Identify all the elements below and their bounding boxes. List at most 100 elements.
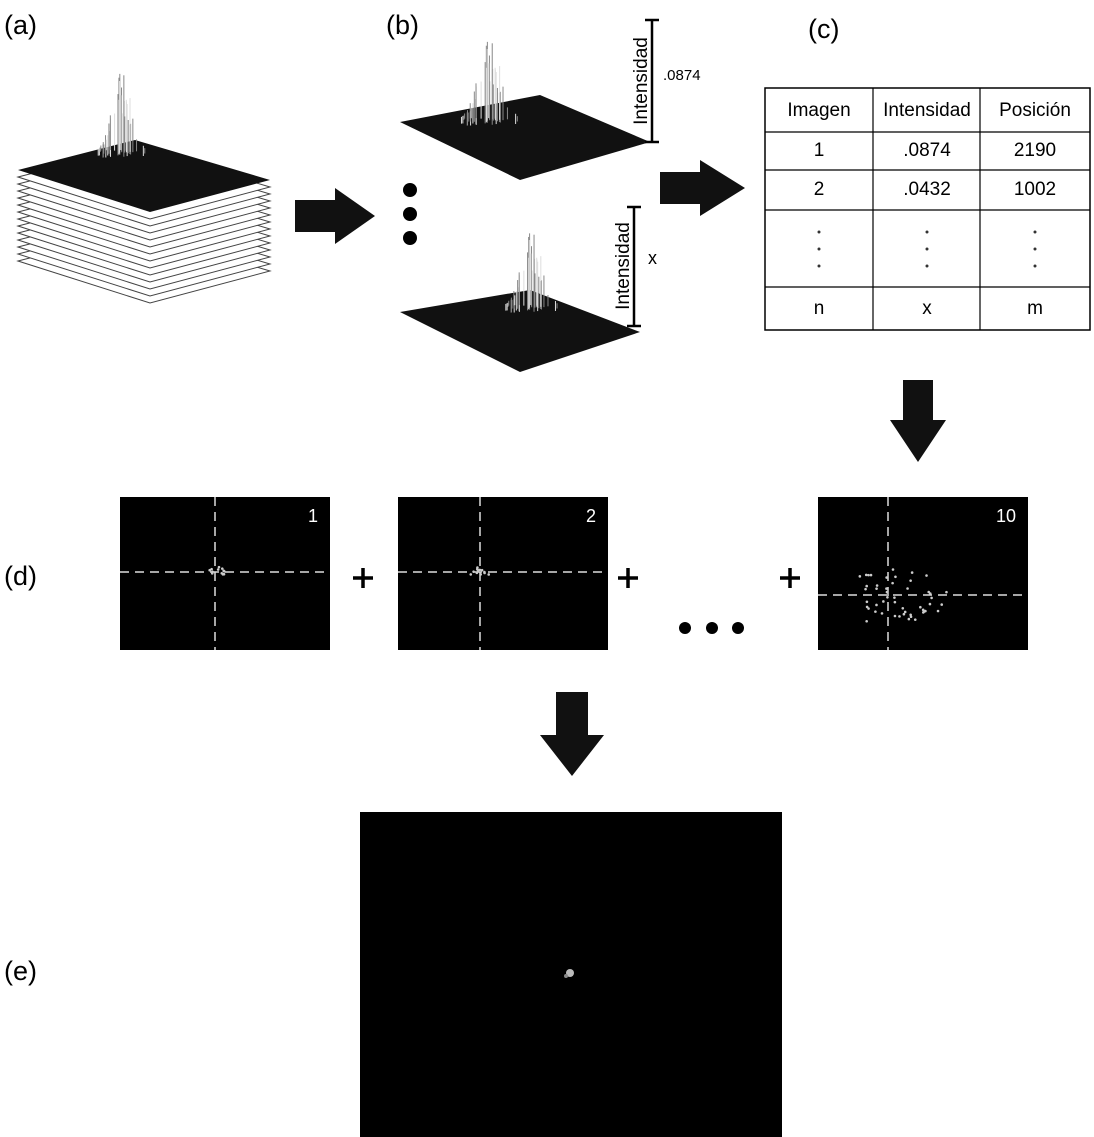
speckle xyxy=(885,576,888,579)
dot xyxy=(679,622,691,634)
speckle xyxy=(886,596,889,599)
arrow xyxy=(540,692,604,776)
table-cell: 2 xyxy=(814,179,825,200)
table-cell: 1 xyxy=(814,140,825,161)
speckle xyxy=(866,601,869,604)
speckle xyxy=(472,570,475,573)
dot xyxy=(403,231,417,245)
table: Imagen Intensidad Posición 1 .0874 2190 2 .0432… xyxy=(765,88,1090,330)
speckle xyxy=(865,574,868,577)
speckle xyxy=(901,607,904,610)
plane xyxy=(400,290,640,372)
dot xyxy=(706,622,718,634)
speckle xyxy=(894,601,897,604)
speckle xyxy=(483,571,486,574)
dot xyxy=(732,622,744,634)
speckle xyxy=(859,575,862,578)
panel-label: (e) xyxy=(4,956,37,986)
speckle xyxy=(909,579,912,582)
frame-number: 2 xyxy=(586,506,596,526)
table-cell: x xyxy=(922,298,932,319)
scale-value: .0874 xyxy=(663,67,701,84)
table-header: Imagen xyxy=(787,100,850,121)
speckle xyxy=(914,618,917,621)
panel-label: (a) xyxy=(4,10,37,40)
speckle xyxy=(929,592,932,595)
arrow xyxy=(890,380,946,462)
speckle xyxy=(882,600,885,603)
speckle xyxy=(469,573,472,576)
frame-number: 1 xyxy=(308,506,318,526)
speckle xyxy=(864,588,867,591)
table-cell: n xyxy=(814,298,825,319)
table-cell: 1002 xyxy=(1014,179,1056,200)
speckle xyxy=(875,604,878,607)
speckle xyxy=(937,610,940,613)
intensity-peak xyxy=(461,42,557,313)
speckle xyxy=(925,574,928,577)
speckle xyxy=(476,572,479,575)
spot xyxy=(564,974,568,978)
speckle xyxy=(885,587,888,590)
scale-value: x xyxy=(648,248,657,268)
arrow xyxy=(660,160,745,216)
panel-label: (c) xyxy=(808,14,839,44)
speckle xyxy=(892,568,895,571)
speckle xyxy=(865,620,868,623)
speckle xyxy=(929,603,932,606)
speckle xyxy=(875,587,878,590)
speckle xyxy=(886,591,889,594)
speckle xyxy=(223,570,226,573)
speckle xyxy=(218,566,221,569)
axis-label: Intensidad xyxy=(613,222,634,310)
panel-label: (b) xyxy=(386,10,419,40)
speckle xyxy=(481,569,484,572)
speckle xyxy=(906,587,909,590)
speckle xyxy=(208,569,211,572)
speckle xyxy=(894,575,897,578)
table-cell: m xyxy=(1027,298,1043,319)
speckle xyxy=(898,615,901,618)
frames: 1 2 10 xyxy=(120,497,1028,650)
arrow xyxy=(295,188,375,244)
speckle xyxy=(893,596,896,599)
speckle xyxy=(876,584,879,587)
frame xyxy=(398,497,608,650)
speckle xyxy=(911,571,914,574)
speckle xyxy=(919,606,922,609)
table-header: Posición xyxy=(999,100,1071,121)
frame-number: 10 xyxy=(996,506,1016,526)
speckle xyxy=(870,574,873,577)
speckle xyxy=(904,611,907,614)
speckle xyxy=(211,572,214,575)
speckle xyxy=(894,615,897,618)
panel-label: (d) xyxy=(4,561,37,591)
speckle xyxy=(891,582,894,585)
plane xyxy=(400,95,650,180)
dot xyxy=(403,183,417,197)
speckle xyxy=(908,618,911,621)
speckle xyxy=(220,572,223,575)
speckle xyxy=(945,591,948,594)
speckle xyxy=(940,603,943,606)
table-cell: 2190 xyxy=(1014,140,1056,161)
speckle xyxy=(866,606,869,609)
speckle xyxy=(924,610,927,613)
speckle xyxy=(221,567,224,570)
table-cell: .0874 xyxy=(903,140,951,161)
diagram: (a) (b) (c) (d) (e) Intensidad .0874 Int… xyxy=(0,0,1094,1137)
speckle xyxy=(487,573,490,576)
speckle xyxy=(903,613,906,616)
speckle xyxy=(867,574,870,577)
table-header: Intensidad xyxy=(883,100,971,121)
speckle xyxy=(476,568,479,571)
speckle xyxy=(874,610,877,613)
dot xyxy=(403,207,417,221)
speckle xyxy=(930,597,933,600)
speckle xyxy=(479,573,482,576)
speckle xyxy=(881,612,884,615)
speckle xyxy=(865,585,868,588)
table-cell: .0432 xyxy=(903,179,951,200)
axis-label: Intensidad xyxy=(631,37,652,125)
speckle xyxy=(909,613,912,616)
